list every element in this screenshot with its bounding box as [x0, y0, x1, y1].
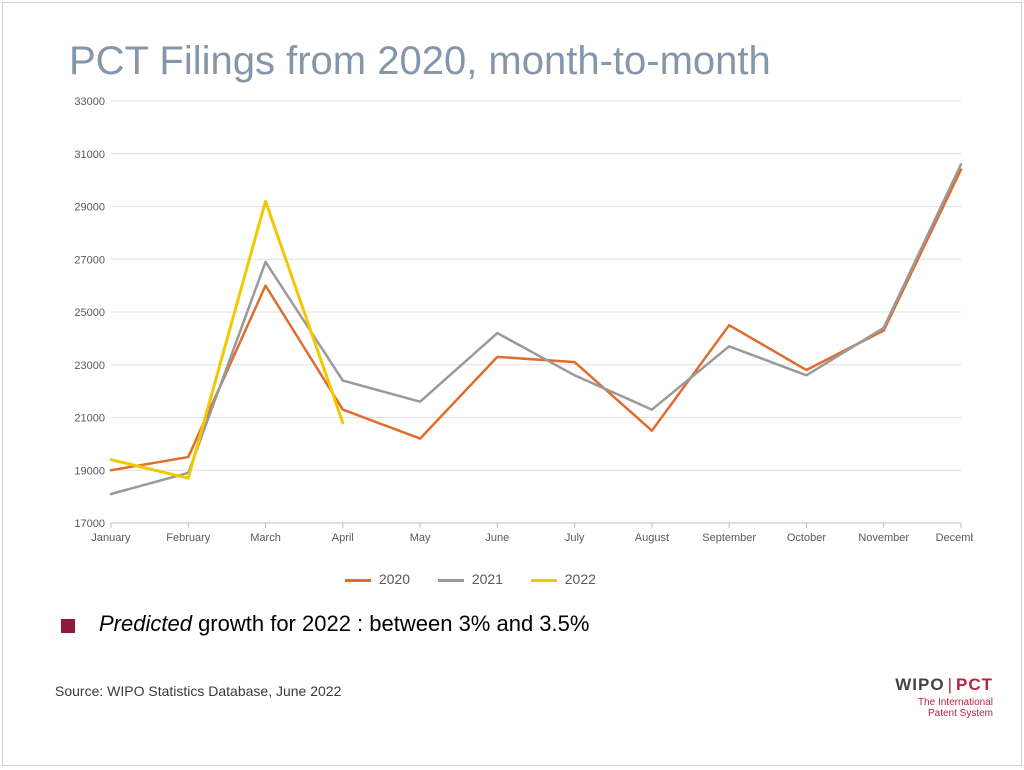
logo-wipo: WIPO: [895, 675, 944, 694]
svg-text:33000: 33000: [74, 96, 105, 108]
svg-text:September: September: [702, 532, 756, 544]
note-rest: growth for 2022 : between 3% and 3.5%: [192, 611, 589, 636]
svg-text:June: June: [485, 532, 509, 544]
svg-text:August: August: [635, 532, 669, 544]
svg-text:23000: 23000: [74, 360, 105, 372]
legend-label: 2021: [472, 571, 503, 587]
svg-text:October: October: [787, 532, 826, 544]
svg-text:31000: 31000: [74, 149, 105, 161]
legend-item-2021: 2021: [438, 571, 503, 587]
legend-swatch: [531, 579, 557, 582]
svg-text:April: April: [332, 532, 354, 544]
svg-text:21000: 21000: [74, 413, 105, 425]
note-italic: Predicted: [99, 611, 192, 636]
svg-text:July: July: [565, 532, 585, 544]
chart-title: PCT Filings from 2020, month-to-month: [69, 39, 771, 84]
source-text: Source: WIPO Statistics Database, June 2…: [55, 683, 341, 699]
svg-text:27000: 27000: [74, 254, 105, 266]
legend-swatch: [438, 579, 464, 582]
legend-swatch: [345, 579, 371, 582]
legend-label: 2020: [379, 571, 410, 587]
svg-text:May: May: [410, 532, 431, 544]
logo-tagline-2: Patent System: [895, 708, 993, 719]
svg-text:November: November: [858, 532, 909, 544]
wipo-pct-logo: WIPO|PCT The International Patent System: [895, 675, 993, 719]
svg-text:March: March: [250, 532, 281, 544]
svg-text:19000: 19000: [74, 465, 105, 477]
svg-text:January: January: [91, 532, 131, 544]
svg-text:February: February: [166, 532, 211, 544]
bullet-icon: [61, 619, 75, 633]
legend-label: 2022: [565, 571, 596, 587]
legend-item-2020: 2020: [345, 571, 410, 587]
growth-note: Predicted growth for 2022 : between 3% a…: [99, 611, 589, 637]
svg-text:17000: 17000: [74, 518, 105, 530]
chart-legend: 2020 2021 2022: [333, 571, 608, 587]
legend-item-2022: 2022: [531, 571, 596, 587]
svg-text:25000: 25000: [74, 307, 105, 319]
svg-text:29000: 29000: [74, 202, 105, 214]
line-chart: 17000 19000 21000 23000 25000 27000 29000 31000…: [63, 93, 973, 563]
logo-tagline-1: The International: [895, 697, 993, 708]
svg-text:December: December: [936, 532, 973, 544]
logo-pct: PCT: [956, 675, 993, 694]
